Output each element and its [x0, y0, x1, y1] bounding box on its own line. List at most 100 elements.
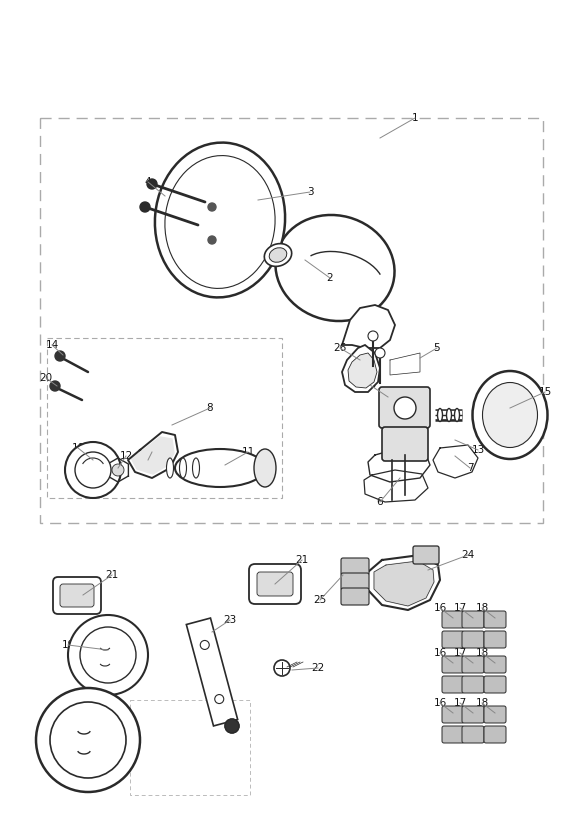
Text: 4: 4 — [145, 177, 152, 187]
Circle shape — [225, 719, 239, 733]
FancyBboxPatch shape — [442, 726, 464, 743]
Ellipse shape — [276, 215, 395, 321]
Polygon shape — [364, 470, 428, 502]
Ellipse shape — [254, 449, 276, 487]
FancyBboxPatch shape — [53, 577, 101, 614]
FancyBboxPatch shape — [341, 573, 369, 590]
FancyBboxPatch shape — [249, 564, 301, 604]
Text: 23: 23 — [223, 615, 237, 625]
Ellipse shape — [269, 248, 287, 262]
Circle shape — [375, 348, 385, 358]
FancyBboxPatch shape — [341, 558, 369, 575]
Text: 26: 26 — [333, 343, 347, 353]
Bar — [40, 118, 543, 523]
Polygon shape — [128, 432, 178, 478]
Ellipse shape — [447, 409, 451, 422]
Bar — [130, 700, 250, 795]
Text: 7: 7 — [466, 463, 473, 473]
Circle shape — [274, 660, 290, 676]
Text: 5: 5 — [434, 343, 440, 353]
Ellipse shape — [455, 409, 459, 422]
FancyBboxPatch shape — [462, 611, 484, 628]
Text: 13: 13 — [363, 380, 377, 390]
Ellipse shape — [175, 449, 265, 487]
Text: 14: 14 — [45, 340, 59, 350]
Circle shape — [55, 351, 65, 361]
Polygon shape — [342, 345, 380, 392]
FancyBboxPatch shape — [462, 706, 484, 723]
Polygon shape — [187, 618, 238, 726]
Text: 3: 3 — [307, 187, 313, 197]
FancyBboxPatch shape — [413, 546, 439, 564]
Ellipse shape — [155, 143, 285, 297]
Circle shape — [50, 702, 126, 778]
Text: 8: 8 — [207, 403, 213, 413]
Circle shape — [36, 688, 140, 792]
Text: 20: 20 — [40, 373, 52, 383]
FancyBboxPatch shape — [462, 631, 484, 648]
Text: 17: 17 — [454, 603, 466, 613]
FancyBboxPatch shape — [462, 726, 484, 743]
FancyBboxPatch shape — [484, 631, 506, 648]
Text: 13: 13 — [472, 445, 484, 455]
FancyBboxPatch shape — [484, 676, 506, 693]
Text: 15: 15 — [538, 387, 552, 397]
FancyBboxPatch shape — [257, 572, 293, 596]
Circle shape — [147, 179, 157, 189]
Polygon shape — [342, 305, 395, 348]
Text: 11: 11 — [241, 447, 255, 457]
Circle shape — [215, 695, 224, 704]
Text: 12: 12 — [120, 451, 132, 461]
Text: 25: 25 — [314, 595, 326, 605]
Text: 1: 1 — [412, 113, 419, 123]
Ellipse shape — [192, 458, 199, 478]
Text: 18: 18 — [475, 603, 489, 613]
Polygon shape — [368, 555, 440, 610]
Text: 24: 24 — [461, 550, 475, 560]
Ellipse shape — [180, 458, 187, 478]
Polygon shape — [433, 445, 478, 478]
Polygon shape — [374, 561, 434, 606]
Polygon shape — [108, 458, 128, 482]
Ellipse shape — [472, 371, 547, 459]
Ellipse shape — [167, 458, 174, 478]
Circle shape — [65, 442, 121, 498]
Ellipse shape — [264, 244, 292, 266]
FancyBboxPatch shape — [442, 706, 464, 723]
Circle shape — [50, 381, 60, 391]
FancyBboxPatch shape — [442, 656, 464, 673]
Text: 18: 18 — [475, 698, 489, 708]
Ellipse shape — [165, 156, 275, 288]
Circle shape — [75, 452, 111, 488]
Circle shape — [68, 615, 148, 695]
Circle shape — [140, 202, 150, 212]
FancyBboxPatch shape — [442, 611, 464, 628]
Circle shape — [80, 627, 136, 683]
Text: 10: 10 — [72, 443, 85, 453]
FancyBboxPatch shape — [462, 656, 484, 673]
Text: 17: 17 — [454, 648, 466, 658]
Polygon shape — [390, 353, 420, 375]
Text: 17: 17 — [454, 698, 466, 708]
Polygon shape — [368, 448, 430, 482]
Text: 9: 9 — [149, 447, 155, 457]
Ellipse shape — [483, 382, 538, 447]
Text: 22: 22 — [311, 663, 325, 673]
Circle shape — [200, 640, 209, 649]
Polygon shape — [348, 353, 377, 388]
Text: 18: 18 — [475, 648, 489, 658]
Text: 16: 16 — [433, 648, 447, 658]
Polygon shape — [131, 437, 174, 474]
Circle shape — [112, 464, 124, 476]
FancyBboxPatch shape — [462, 676, 484, 693]
FancyBboxPatch shape — [484, 611, 506, 628]
Text: 21: 21 — [296, 555, 308, 565]
Text: 16: 16 — [433, 698, 447, 708]
FancyBboxPatch shape — [60, 584, 94, 607]
FancyBboxPatch shape — [442, 676, 464, 693]
FancyBboxPatch shape — [484, 726, 506, 743]
FancyBboxPatch shape — [484, 656, 506, 673]
FancyBboxPatch shape — [341, 588, 369, 605]
Circle shape — [208, 203, 216, 211]
FancyBboxPatch shape — [379, 387, 430, 428]
